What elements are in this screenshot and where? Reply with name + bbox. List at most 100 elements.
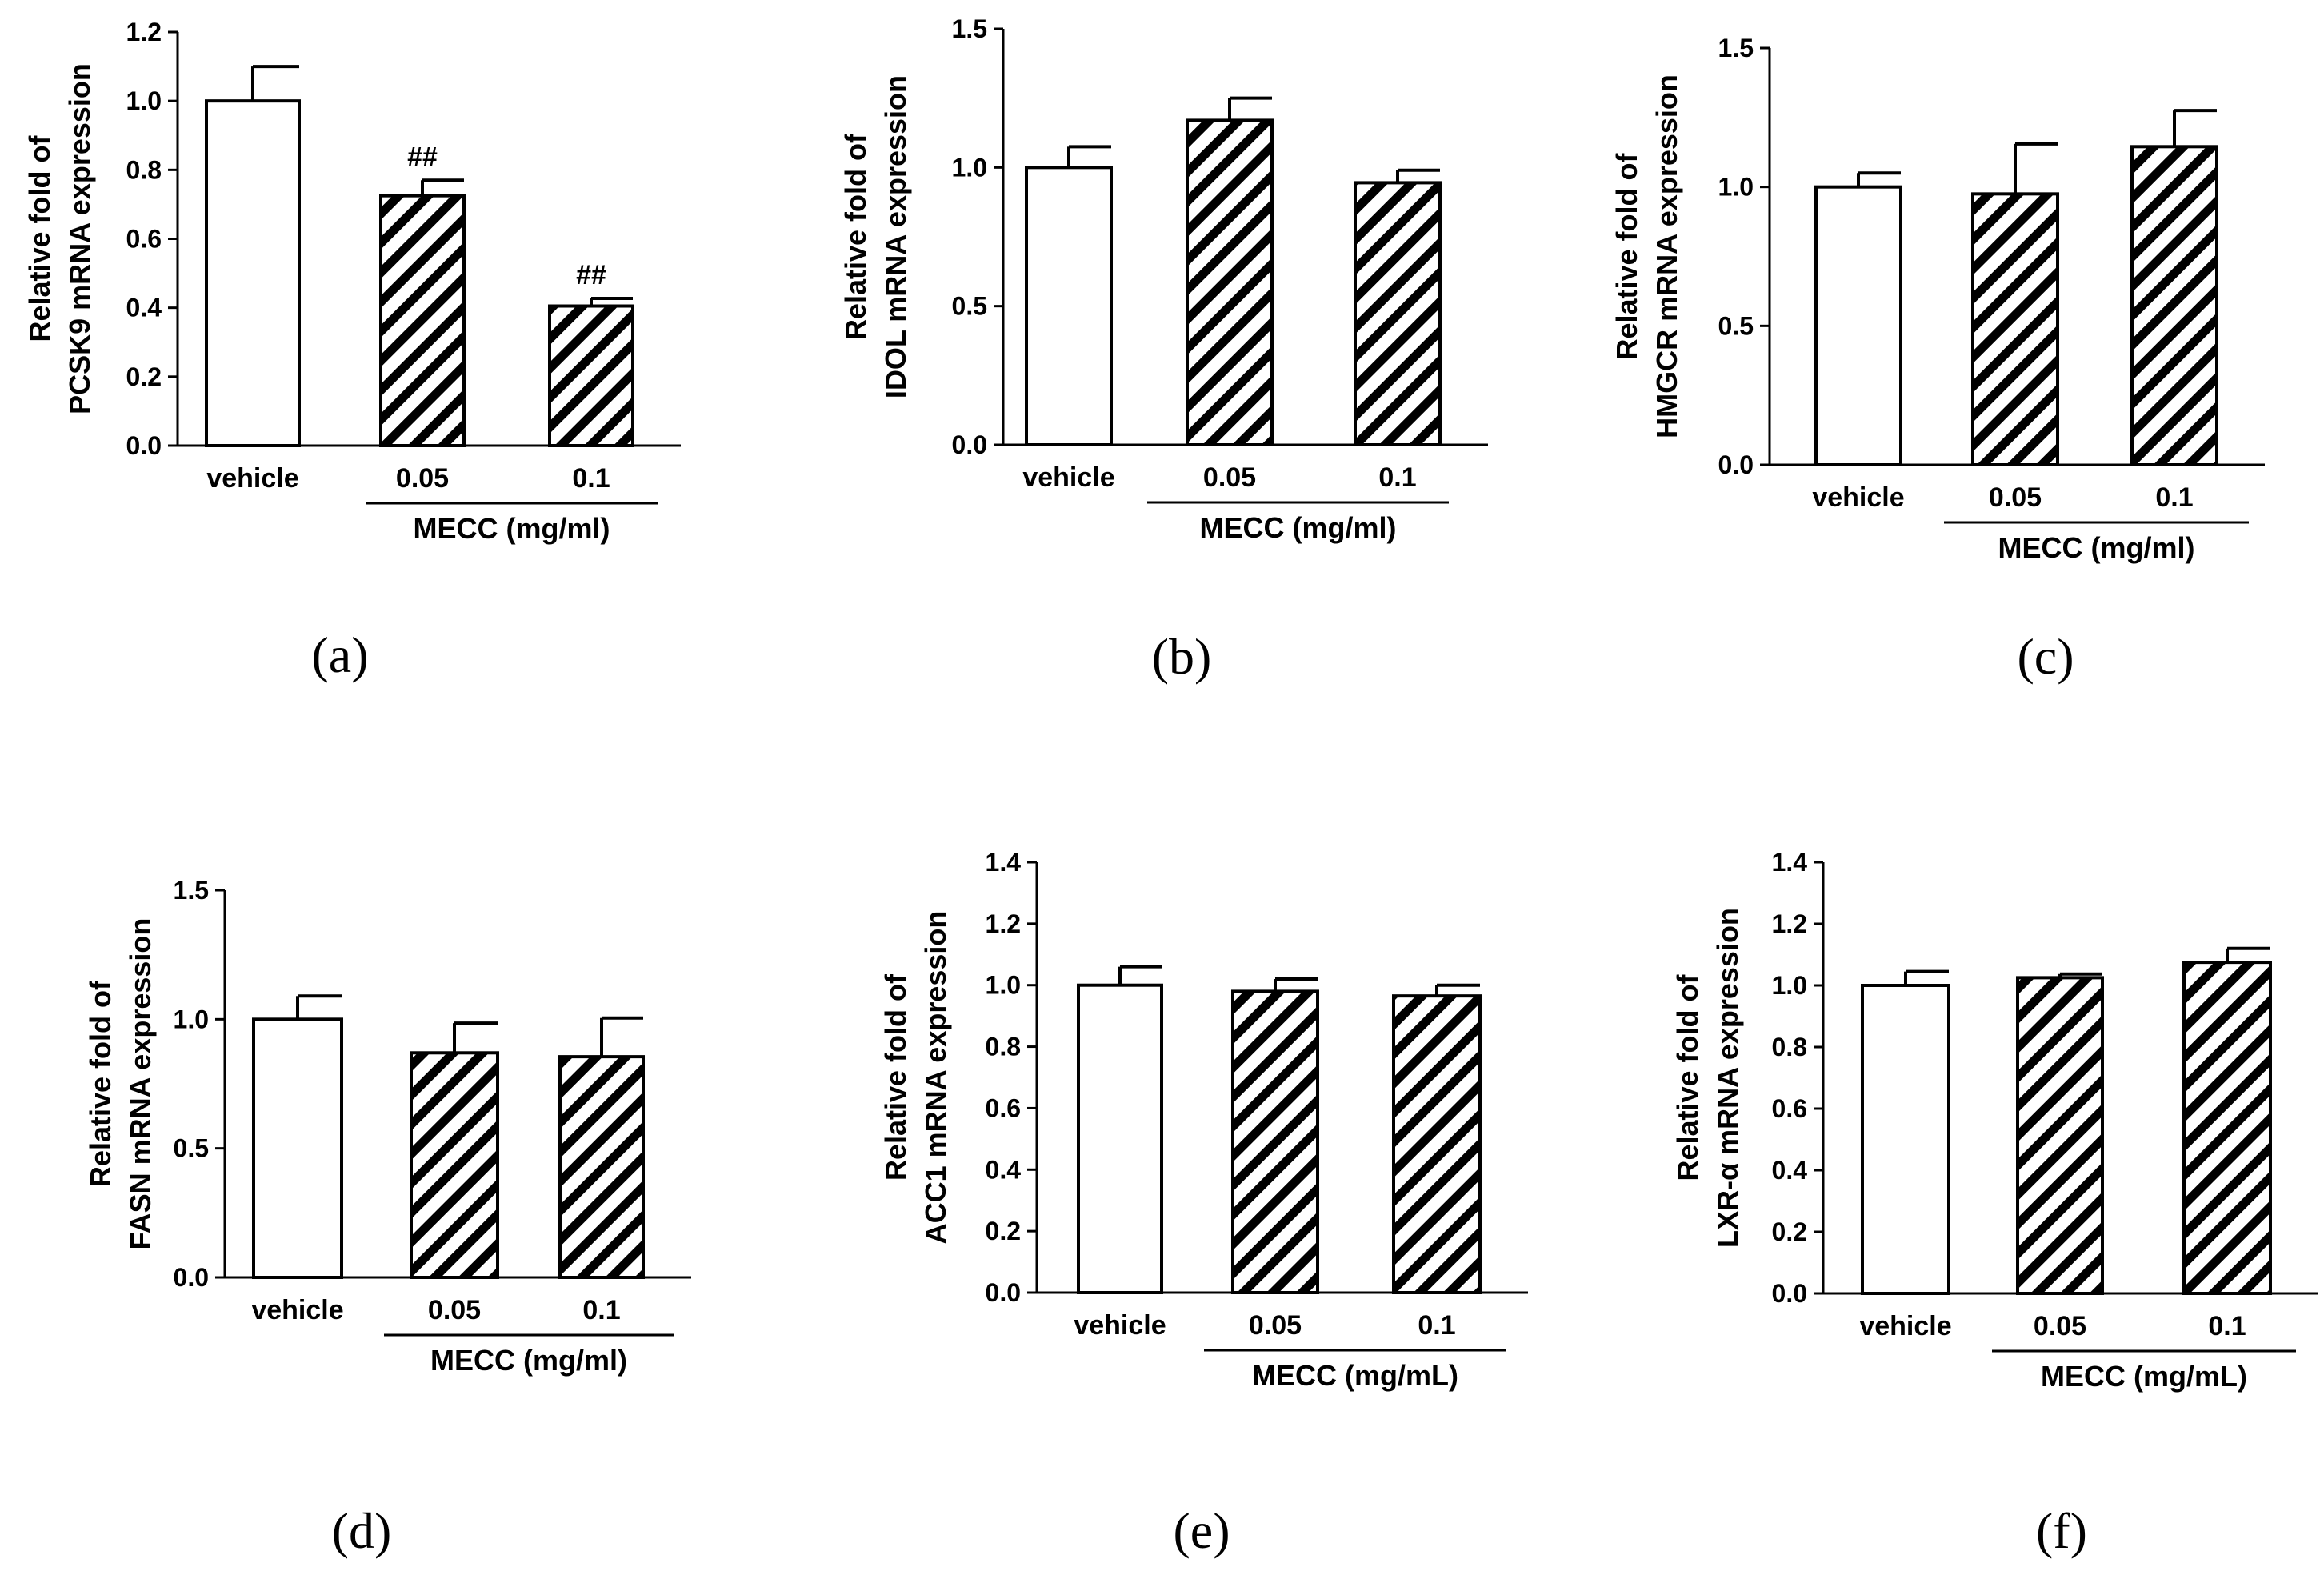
bar-0.05: [2016, 976, 2104, 1295]
y-tick-label: 0.8: [126, 155, 162, 184]
y-tick-label: 1.0: [952, 153, 987, 182]
y-axis-label: Relative fold of: [23, 134, 56, 342]
category-label: vehicle: [251, 1295, 343, 1325]
y-tick-label: 1.5: [952, 14, 987, 43]
chart-panel-d: 0.0 0.5 1.0 1.5 vehicle 0.05 0.1 MECC (mg/ml) Re…: [84, 876, 691, 1559]
y-tick-label: 0.0: [952, 430, 987, 459]
y-tick-label: 0.6: [126, 225, 162, 254]
y-tick-label: 0.5: [952, 292, 987, 321]
group-label: MECC (mg/ml): [1998, 531, 2195, 564]
bar-0.05: [379, 194, 466, 447]
category-label: vehicle: [206, 463, 298, 494]
category-label: vehicle: [1812, 482, 1904, 513]
significance-annotation: ##: [407, 142, 438, 172]
y-tick-label: 0.2: [986, 1217, 1021, 1245]
y-tick-label: 1.2: [986, 909, 1021, 938]
chart-panel-a: 0.0 0.2 0.4 0.6 0.8 1.0 1.2 vehicle 0.05 ## 0.1 ## M…: [23, 18, 681, 683]
y-tick-label: 0.0: [1772, 1279, 1807, 1308]
bar-0.1: [2182, 961, 2272, 1295]
bar-0.05: [1231, 989, 1319, 1295]
y-tick-label: 1.0: [174, 1005, 209, 1033]
category-label: 0.1: [1418, 1310, 1455, 1341]
y-tick-label: 0.0: [1718, 450, 1754, 479]
bar-vehicle: [1861, 984, 1950, 1295]
y-axis-label: HMGCR mRNA expression: [1650, 74, 1683, 438]
y-tick-label: 1.0: [1718, 173, 1754, 202]
panel-label: (f): [2036, 1502, 2087, 1559]
bar-vehicle: [1025, 166, 1113, 446]
y-axis-label: FASN mRNA expression: [124, 918, 157, 1250]
y-tick-label: 1.0: [1772, 971, 1807, 1000]
y-tick-label: 0.5: [174, 1134, 209, 1163]
group-label: MECC (mg/ml): [414, 512, 610, 545]
group-label: MECC (mg/ml): [430, 1344, 627, 1377]
panel-label: (d): [332, 1502, 392, 1559]
y-tick-label: 0.4: [986, 1155, 1022, 1184]
y-tick-label: 1.0: [126, 86, 162, 115]
y-tick-label: 0.0: [986, 1278, 1021, 1307]
bar-0.1: [1392, 994, 1482, 1295]
category-label: 0.1: [572, 463, 610, 494]
bar-vehicle: [1077, 983, 1163, 1294]
significance-annotation: ##: [576, 260, 606, 290]
y-axis-label: LXR-α mRNA expression: [1711, 908, 1744, 1248]
y-tick-label: 1.0: [986, 971, 1021, 1000]
bar-0.05: [1186, 118, 1274, 446]
category-label: 0.05: [428, 1295, 481, 1325]
category-label: 0.05: [1989, 482, 2042, 513]
panel-label: (a): [311, 626, 368, 683]
y-axis-label: ACC1 mRNA expression: [919, 911, 952, 1245]
y-tick-label: 0.0: [126, 431, 162, 460]
y-tick-label: 0.0: [174, 1263, 209, 1292]
y-axis-label: Relative fold of: [839, 133, 872, 340]
y-tick-label: 0.2: [1772, 1217, 1807, 1246]
bar-0.1: [1354, 181, 1442, 446]
y-tick-label: 1.5: [1718, 34, 1754, 62]
y-tick-label: 1.5: [174, 876, 209, 905]
y-tick-label: 0.8: [1772, 1033, 1807, 1061]
y-axis-label: Relative fold of: [1671, 973, 1704, 1181]
category-label: 0.1: [2155, 482, 2193, 513]
y-tick-label: 0.6: [986, 1093, 1021, 1122]
category-label: 0.1: [582, 1295, 620, 1325]
y-axis-label: PCSK9 mRNA expression: [63, 63, 96, 414]
panel-label: (b): [1152, 628, 1212, 685]
chart-panel-b: 0.0 0.5 1.0 1.5 vehicle 0.05 0.1 MECC (mg/ml) Re…: [839, 14, 1488, 685]
bar-0.05: [410, 1051, 499, 1280]
bar-0.1: [548, 304, 634, 448]
y-axis-label: Relative fold of: [1610, 152, 1643, 359]
category-label: vehicle: [1074, 1310, 1166, 1341]
category-label: 0.1: [1378, 462, 1416, 493]
y-tick-label: 0.8: [986, 1033, 1021, 1061]
panel-label: (c): [2017, 628, 2074, 685]
group-label: MECC (mg/mL): [2041, 1360, 2247, 1393]
y-tick-label: 1.2: [126, 18, 162, 46]
bar-0.1: [2130, 145, 2218, 466]
y-tick-label: 1.4: [1772, 848, 1808, 877]
y-tick-label: 0.4: [126, 294, 162, 322]
y-tick-label: 1.2: [1772, 909, 1807, 938]
bar-0.1: [558, 1055, 645, 1279]
y-tick-label: 0.2: [126, 362, 162, 391]
bar-vehicle: [1814, 185, 1902, 467]
category-label: vehicle: [1022, 462, 1114, 493]
y-tick-label: 1.4: [986, 848, 1022, 877]
y-axis-label: IDOL mRNA expression: [879, 75, 912, 398]
category-label: 0.05: [1203, 462, 1256, 493]
y-tick-label: 0.4: [1772, 1156, 1808, 1185]
category-label: vehicle: [1859, 1311, 1951, 1341]
y-tick-label: 0.6: [1772, 1094, 1807, 1123]
y-axis-label: Relative fold of: [879, 973, 912, 1181]
chart-panel-c: 0.0 0.5 1.0 1.5 vehicle 0.05 0.1 MECC (mg/ml) Re…: [1610, 34, 2265, 685]
bar-vehicle: [205, 99, 301, 448]
category-label: 0.05: [396, 463, 449, 494]
group-label: MECC (mg/ml): [1200, 511, 1397, 544]
bar-vehicle: [252, 1017, 343, 1280]
category-label: 0.05: [1249, 1310, 1302, 1341]
chart-panel-f: 0.0 0.2 0.4 0.6 0.8 1.0 1.2 1.4 vehicle 0.05 0.1 ME…: [1671, 848, 2318, 1559]
panel-label: (e): [1173, 1502, 1230, 1559]
group-label: MECC (mg/mL): [1252, 1359, 1458, 1392]
category-label: 0.05: [2034, 1311, 2086, 1341]
chart-panel-e: 0.0 0.2 0.4 0.6 0.8 1.0 1.2 1.4 vehicle 0.05 0.1 ME…: [879, 848, 1528, 1559]
